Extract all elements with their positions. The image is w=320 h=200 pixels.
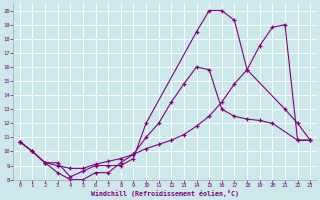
X-axis label: Windchill (Refroidissement éolien,°C): Windchill (Refroidissement éolien,°C) bbox=[91, 190, 239, 197]
